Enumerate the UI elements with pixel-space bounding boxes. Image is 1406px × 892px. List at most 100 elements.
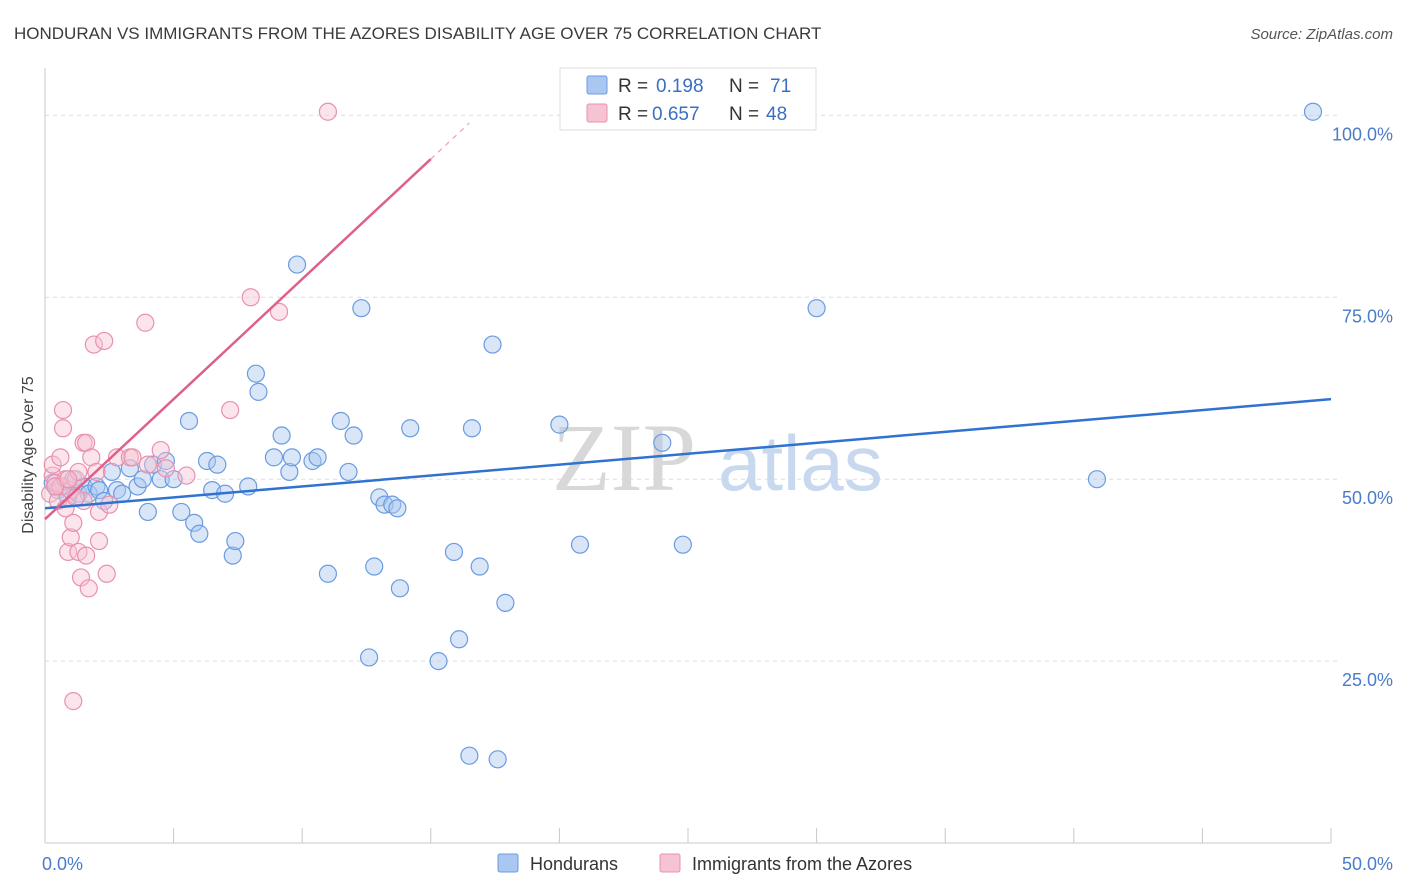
x-axis-ticks <box>44 828 1332 843</box>
point-series0-38 <box>282 448 302 467</box>
point-series0-44 <box>339 462 358 482</box>
legend-n-value-2: 48 <box>766 104 787 125</box>
point-series0-59 <box>462 419 482 438</box>
scatter-points <box>41 102 1323 769</box>
point-series0-55 <box>429 651 448 671</box>
bottom-legend-swatch-azores <box>659 853 681 873</box>
trend-lines <box>44 122 1332 521</box>
point-series1-14 <box>64 513 83 532</box>
point-series0-56 <box>444 542 464 562</box>
bottom-legend-azores: Immigrants from the Azores <box>692 854 912 874</box>
y-tick-label-3: 100.0% <box>1332 124 1393 144</box>
point-series0-69 <box>1087 470 1107 489</box>
point-series0-52 <box>388 499 407 518</box>
point-series0-70 <box>1303 102 1323 121</box>
point-series0-64 <box>550 415 569 434</box>
chart-title: HONDURAN VS IMMIGRANTS FROM THE AZORES D… <box>14 24 821 43</box>
point-series1-38 <box>151 440 170 460</box>
point-series0-36 <box>272 426 291 445</box>
point-series1-33 <box>107 448 127 467</box>
point-series0-43 <box>331 411 350 431</box>
legend-n-label-2: N = <box>729 104 759 125</box>
point-series1-26 <box>84 335 103 354</box>
point-series0-19 <box>151 470 170 489</box>
watermark-zip: ZIP <box>552 404 696 511</box>
point-series1-11 <box>59 542 78 562</box>
legend-swatch-hondurans <box>586 75 608 95</box>
point-series0-28 <box>208 455 227 474</box>
trend-line-series1 <box>44 158 432 521</box>
point-series1-29 <box>89 531 109 551</box>
point-series0-24 <box>185 513 204 532</box>
legend-r-label-1: R = <box>618 76 648 97</box>
point-series0-62 <box>488 750 507 769</box>
legend-n-value-1: 71 <box>770 76 791 97</box>
point-series0-42 <box>318 564 338 583</box>
watermark: ZIP atlas <box>552 404 883 511</box>
point-series1-37 <box>138 455 157 474</box>
x-axis-tick-labels: 0.0% 50.0% <box>42 854 1393 874</box>
point-series1-8 <box>53 400 73 420</box>
point-series0-17 <box>138 502 157 522</box>
y-tick-label-2: 75.0% <box>1342 306 1393 326</box>
point-series0-48 <box>365 557 384 576</box>
point-series1-16 <box>66 470 85 489</box>
point-series0-35 <box>264 448 284 467</box>
grid-lines <box>45 114 1341 662</box>
legend-r-value-1: 0.198 <box>656 76 704 97</box>
point-series1-40 <box>177 466 196 485</box>
point-series0-58 <box>460 746 479 765</box>
bottom-legend-hondurans: Hondurans <box>530 854 618 874</box>
point-series0-23 <box>179 411 199 431</box>
legend-swatch-azores <box>586 103 608 123</box>
x-tick-label-0: 0.0% <box>42 854 83 874</box>
point-series1-17 <box>69 462 88 482</box>
point-series1-46 <box>59 470 78 489</box>
point-series1-31 <box>97 564 116 583</box>
point-series1-32 <box>100 495 119 514</box>
point-series1-41 <box>221 400 240 420</box>
point-series1-4 <box>48 491 67 511</box>
point-series1-15 <box>64 692 83 711</box>
point-series0-33 <box>246 364 266 383</box>
point-series0-67 <box>673 535 692 554</box>
point-series1-7 <box>53 419 73 438</box>
point-series1-30 <box>95 331 114 351</box>
point-series0-26 <box>197 451 217 471</box>
point-series1-2 <box>43 455 62 474</box>
trend-line-series0 <box>44 397 1332 510</box>
point-series1-23 <box>77 546 96 565</box>
x-tick-label-1: 50.0% <box>1342 854 1393 874</box>
point-series1-44 <box>318 102 338 121</box>
trend-line-extension-series1 <box>430 122 470 160</box>
point-series0-57 <box>449 630 469 649</box>
point-series1-39 <box>156 459 175 478</box>
point-series0-39 <box>287 255 307 274</box>
point-series0-25 <box>190 524 209 543</box>
series-legend: Hondurans Immigrants from the Azores <box>497 853 912 874</box>
point-series0-46 <box>352 299 371 318</box>
point-series0-41 <box>308 448 327 467</box>
y-axis-tick-labels: 25.0% 50.0% 75.0% 100.0% <box>1332 124 1393 690</box>
point-series0-34 <box>249 382 268 401</box>
legend-r-label-2: R = <box>618 104 648 125</box>
point-series0-63 <box>496 593 515 612</box>
point-series0-20 <box>156 451 175 471</box>
point-series0-60 <box>470 557 489 576</box>
point-series0-45 <box>344 426 363 445</box>
point-series0-66 <box>653 433 672 452</box>
y-axis-label: Disability Age Over 75 <box>20 376 37 534</box>
legend-n-label-1: N = <box>729 76 759 97</box>
point-series0-61 <box>483 335 502 354</box>
bottom-legend-swatch-hondurans <box>497 853 519 873</box>
legend-r-value-2: 0.657 <box>652 104 700 125</box>
y-tick-label-0: 25.0% <box>1342 670 1393 690</box>
watermark-atlas: atlas <box>718 419 883 507</box>
point-series0-22 <box>172 502 191 522</box>
point-series0-68 <box>807 299 826 318</box>
point-series0-47 <box>359 648 379 667</box>
point-series1-6 <box>51 448 70 467</box>
chart-source: Source: ZipAtlas.com <box>1250 26 1393 43</box>
stats-legend: R = 0.198 N = 71 R = 0.657 N = 48 <box>559 67 817 131</box>
